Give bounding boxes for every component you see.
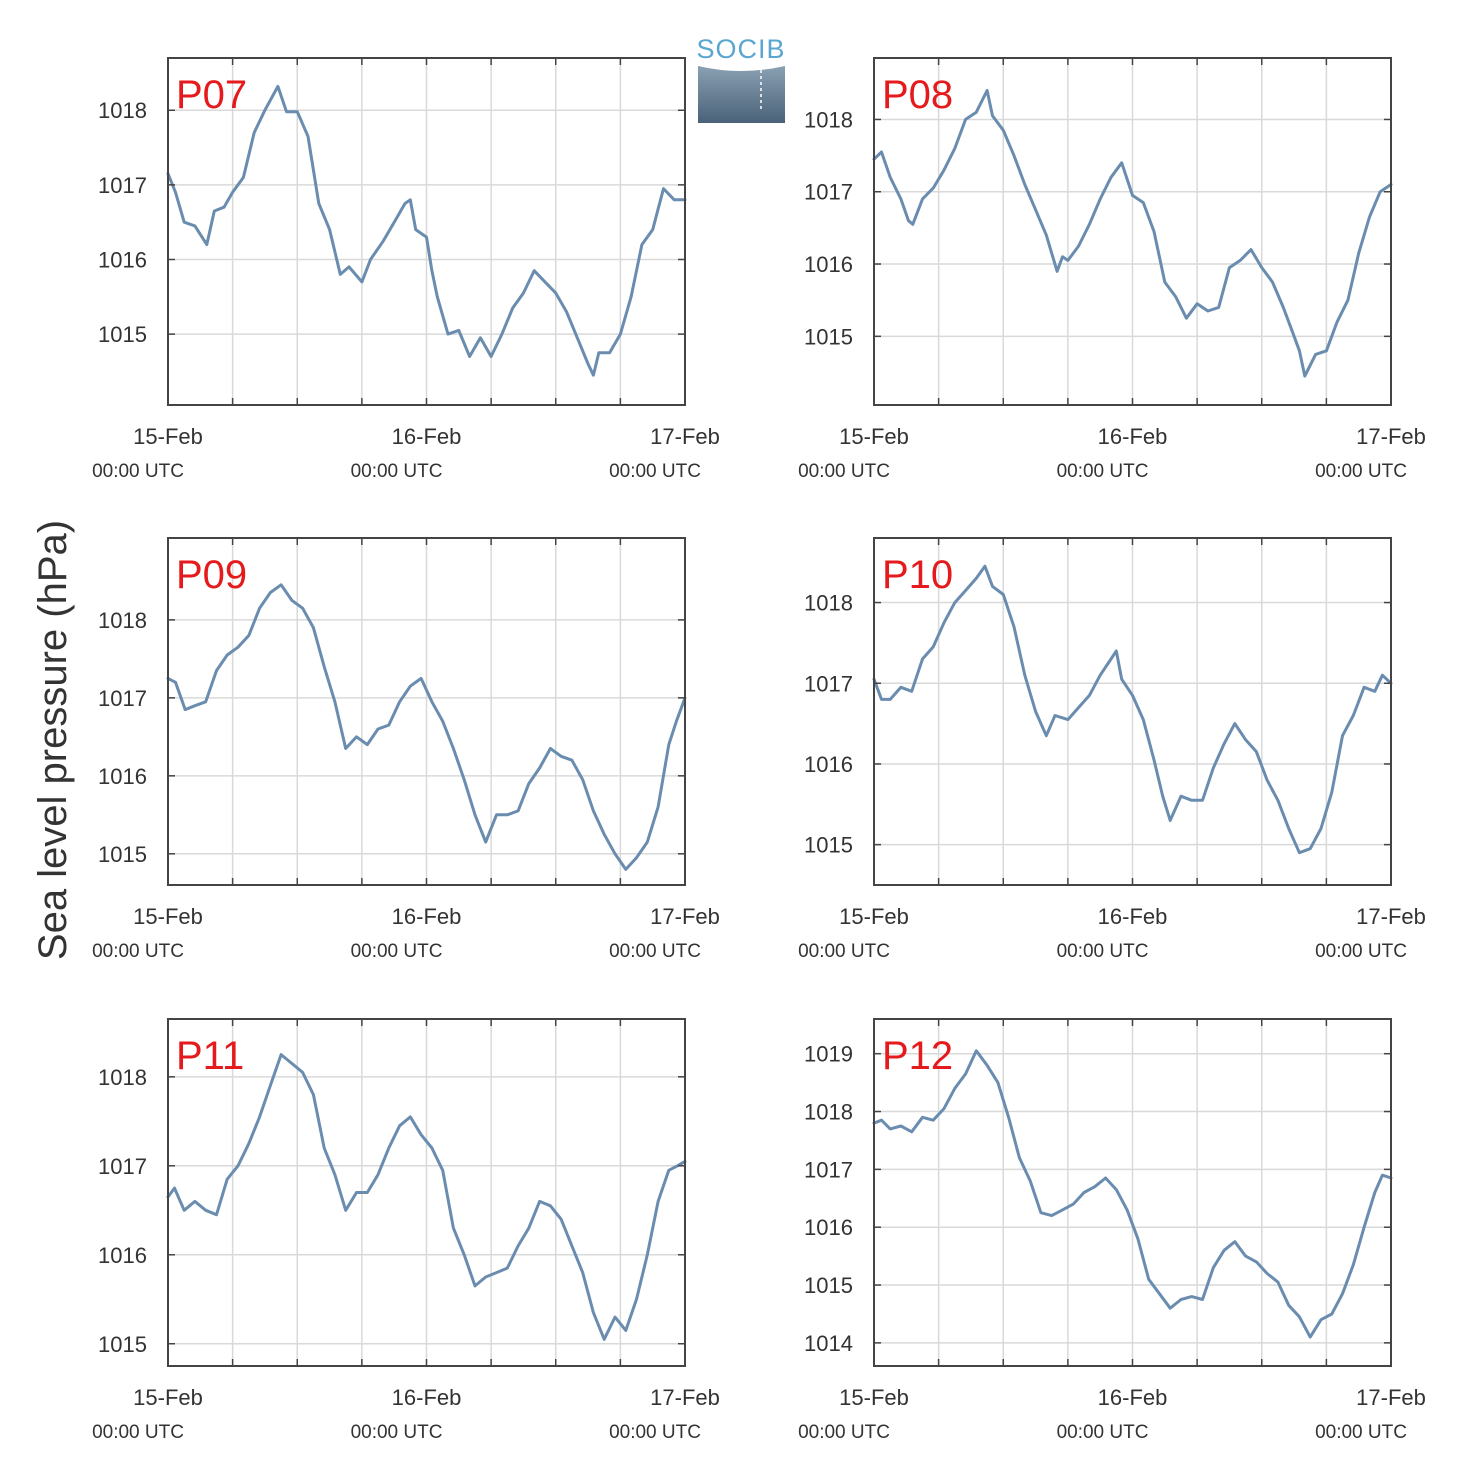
p12-ytick-label: 1014 — [804, 1331, 853, 1356]
p07-panel-label: P07 — [176, 73, 247, 117]
p09-xtick-label: 17-Feb — [650, 904, 720, 929]
p10-xtick-sublabel: 00:00 UTC — [1057, 941, 1149, 962]
p12-series-line — [872, 1049, 1393, 1339]
p09-series-line — [166, 583, 687, 871]
p12-ytick-label: 1018 — [804, 1100, 853, 1125]
y-axis-label: Sea level pressure (hPa) — [31, 520, 75, 960]
p11-panel-label: P11 — [176, 1034, 244, 1078]
p10-xtick-label: 17-Feb — [1356, 904, 1426, 929]
p12-ytick-label: 1015 — [804, 1273, 853, 1298]
p08-ytick-label: 1015 — [804, 324, 853, 349]
p12-ytick-label: 1019 — [804, 1042, 853, 1067]
p12-xtick-label: 17-Feb — [1356, 1385, 1426, 1410]
p09-panel-label: P09 — [176, 553, 247, 597]
p10-xtick-label: 15-Feb — [839, 904, 909, 929]
p10-ytick-label: 1017 — [804, 671, 853, 696]
p09-ytick-label: 1017 — [98, 686, 147, 711]
p12-xtick-sublabel: 00:00 UTC — [798, 1422, 890, 1443]
p07-xtick-label: 15-Feb — [133, 424, 203, 449]
chart-panel-p09: 1015 1016 1017 1018 15-Feb 00:00 UTC 16-Feb 00:… — [92, 537, 720, 962]
p10-panel-label: P10 — [882, 553, 953, 597]
p08-xtick-sublabel: 00:00 UTC — [1057, 461, 1149, 482]
chart-panel-p10: 1015 1016 1017 1018 15-Feb 00:00 UTC 16-Feb 00:… — [798, 537, 1426, 962]
socib-logo: SOCIB — [696, 34, 785, 123]
p08-xtick-label: 16-Feb — [1098, 424, 1168, 449]
p09-xtick-sublabel: 00:00 UTC — [92, 941, 184, 962]
p08-xtick-sublabel: 00:00 UTC — [798, 461, 890, 482]
p07-xtick-sublabel: 00:00 UTC — [92, 461, 184, 482]
p11-xtick-label: 15-Feb — [133, 1385, 203, 1410]
p10-ytick-label: 1015 — [804, 833, 853, 858]
p11-xtick-sublabel: 00:00 UTC — [609, 1422, 701, 1443]
chart-panel-p12: 1014 1015 1016 1017 1018 1019 15-Feb 00:00 UTC 1… — [798, 1018, 1426, 1443]
p07-series-line — [166, 84, 687, 377]
p11-xtick-label: 16-Feb — [392, 1385, 462, 1410]
p08-ytick-label: 1017 — [804, 180, 853, 205]
p10-ytick-label: 1018 — [804, 591, 853, 616]
p08-xtick-label: 17-Feb — [1356, 424, 1426, 449]
p07-xtick-sublabel: 00:00 UTC — [351, 461, 443, 482]
p12-panel-label: P12 — [882, 1034, 953, 1078]
p12-xtick-label: 15-Feb — [839, 1385, 909, 1410]
p11-xtick-sublabel: 00:00 UTC — [351, 1422, 443, 1443]
p08-panel-label: P08 — [882, 73, 953, 117]
p09-ytick-label: 1016 — [98, 764, 147, 789]
p07-ytick-label: 1018 — [98, 98, 147, 123]
p09-ytick-label: 1018 — [98, 608, 147, 633]
socib-logo-emblem — [698, 66, 785, 123]
p11-xtick-sublabel: 00:00 UTC — [92, 1422, 184, 1443]
p08-ytick-label: 1016 — [804, 252, 853, 277]
p09-xtick-sublabel: 00:00 UTC — [609, 941, 701, 962]
chart-panel-p08: 1015 1016 1017 1018 15-Feb 00:00 UTC 16-Feb 00:… — [798, 57, 1426, 482]
p08-xtick-sublabel: 00:00 UTC — [1315, 461, 1407, 482]
p12-xtick-label: 16-Feb — [1098, 1385, 1168, 1410]
p09-xtick-label: 15-Feb — [133, 904, 203, 929]
p08-ytick-label: 1018 — [804, 107, 853, 132]
p11-series-line — [166, 1053, 687, 1341]
p07-xtick-label: 17-Feb — [650, 424, 720, 449]
p11-xtick-label: 17-Feb — [650, 1385, 720, 1410]
p08-xtick-label: 15-Feb — [839, 424, 909, 449]
p12-xtick-sublabel: 00:00 UTC — [1315, 1422, 1407, 1443]
p09-xtick-sublabel: 00:00 UTC — [351, 941, 443, 962]
p09-ytick-label: 1015 — [98, 842, 147, 867]
p11-ytick-label: 1016 — [98, 1243, 147, 1268]
p12-ytick-label: 1017 — [804, 1157, 853, 1182]
p11-ytick-label: 1018 — [98, 1065, 147, 1090]
p07-ytick-label: 1017 — [98, 173, 147, 198]
p11-ytick-label: 1017 — [98, 1154, 147, 1179]
p10-xtick-label: 16-Feb — [1098, 904, 1168, 929]
p10-xtick-sublabel: 00:00 UTC — [798, 941, 890, 962]
p07-xtick-label: 16-Feb — [392, 424, 462, 449]
p07-xtick-sublabel: 00:00 UTC — [609, 461, 701, 482]
p09-xtick-label: 16-Feb — [392, 904, 462, 929]
p10-ytick-label: 1016 — [804, 752, 853, 777]
p10-xtick-sublabel: 00:00 UTC — [1315, 941, 1407, 962]
p07-ytick-label: 1015 — [98, 322, 147, 347]
chart-panel-p07: 1015 1016 1017 1018 15-Feb 00:00 UTC 16-Feb 00:… — [92, 57, 720, 482]
p07-ytick-label: 1016 — [98, 247, 147, 272]
p10-series-line — [872, 564, 1393, 855]
p12-xtick-sublabel: 00:00 UTC — [1057, 1422, 1149, 1443]
socib-logo-text: SOCIB — [696, 34, 785, 64]
p12-ytick-label: 1016 — [804, 1215, 853, 1240]
chart-panel-p11: 1015 1016 1017 1018 15-Feb 00:00 UTC 16-Feb 00:… — [92, 1018, 720, 1443]
p08-series-line — [872, 89, 1393, 378]
p11-ytick-label: 1015 — [98, 1332, 147, 1357]
